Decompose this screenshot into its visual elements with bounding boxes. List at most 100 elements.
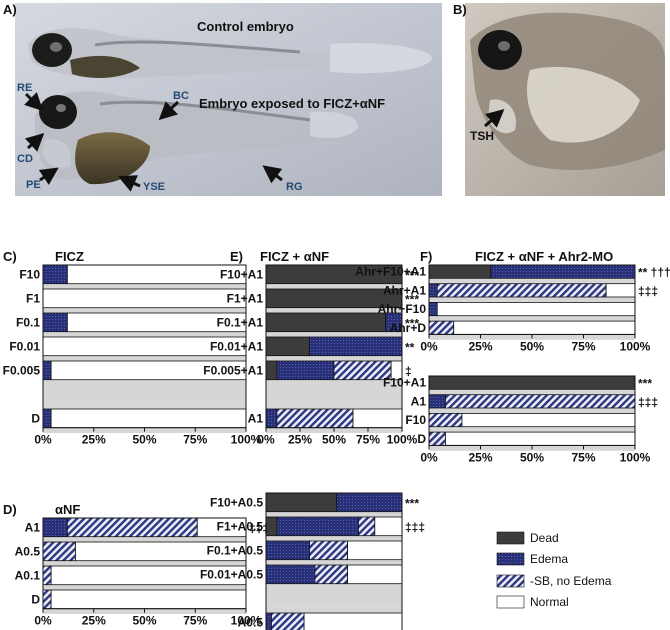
category-label: A1 [25,520,41,534]
chart-panel-label: D) [3,502,17,517]
row-gap [43,379,246,385]
x-tick-label: 100% [231,433,262,447]
category-label: F0.1+A1 [217,315,264,329]
bar-edema [276,516,359,537]
bar-normal [352,408,403,429]
photo-a-panel-label: A) [3,2,17,17]
arrow-pe [38,167,59,185]
control-embryo-image [28,28,432,79]
label-rg: RG [286,181,303,193]
bar-dead [265,312,387,333]
plot-frame [265,492,403,630]
legend: Dead Edema -SB, no Edema Normal [496,531,612,609]
category-label: F1 [26,291,40,305]
legend-label-sb: -SB, no Edema [530,574,612,588]
legend-swatch-sb [496,574,525,588]
chart-panel-label: E) [230,249,243,264]
x-tick-label: 75% [183,614,207,628]
label-pe: PE [26,179,41,191]
row-gap [429,297,635,303]
bar-edema [309,336,403,357]
bar-edema [265,612,272,630]
category-label: F0.1+A0.5 [207,543,264,557]
bar-sb-no-edema [428,412,463,428]
x-tick-label: 100% [620,450,651,464]
category-label: F10+A1 [220,267,263,281]
significance-annotation: ‡‡‡ [638,395,658,409]
control-embryo-caption: Control embryo [197,19,294,34]
significance-annotation: ‡‡‡ [638,284,658,298]
chart-title: FICZ + αNF + Ahr2-MO [475,249,613,264]
bar-edema [265,408,278,429]
bar-sb-no-edema [276,408,354,429]
x-tick-label: 50% [520,339,544,353]
legend-swatch-dead [496,531,525,545]
photo-b-panel-label: B) [453,2,467,17]
category-label: D [31,411,40,425]
significance-annotation: ‡ [405,364,412,378]
x-tick-label: 50% [322,433,346,447]
photo-panel-a [15,3,442,196]
charts-layer: F10 F1 F0.1 F0.01 F0.005 D 0% 25% 50% 75% 100% C) FI… [3,249,670,630]
category-label: F0.1 [16,315,40,329]
x-tick-label: 0% [34,614,52,628]
category-label: A1 [248,411,264,425]
bar-sb-no-edema [42,589,52,610]
x-tick-label: 0% [420,450,438,464]
bar-sb-no-edema [428,320,455,335]
label-bc: BC [173,90,189,102]
row-gap [266,559,402,565]
row-gap [43,403,246,409]
bar-edema [42,360,52,381]
row-gap [429,389,635,395]
bar-sb-no-edema [309,540,348,561]
x-tick-label: 50% [132,614,156,628]
significance-annotation: *** [405,268,419,282]
bar-sb-no-edema [428,431,446,446]
bar-normal [461,412,636,428]
arrow-rg [262,165,283,184]
bar-normal [42,288,247,309]
x-tick-label: 75% [183,433,207,447]
bar-sb-no-edema [358,516,376,537]
category-label: Ahr+D [390,321,427,335]
bar-dead [428,375,636,390]
category-label: A0.5 [238,615,264,629]
bar-normal [50,589,247,610]
category-label: F0.005 [3,363,41,377]
bar-normal [453,320,636,335]
bar-dead [265,336,310,357]
arrow-bc [158,100,180,121]
row-gap [43,307,246,313]
legend-label-dead: Dead [530,531,559,545]
row-gap [429,315,635,322]
row-gap [43,355,246,361]
row-gap [266,535,402,541]
x-tick-label: 100% [387,433,418,447]
chart-panel-label: F) [420,249,432,264]
significance-annotation: *** [405,292,419,306]
label-yse: YSE [143,181,165,193]
category-label: F10 [19,267,40,281]
chart-0: F10 F1 F0.1 F0.01 F0.005 D 0% 25% 50% 75% 100% C) FI… [3,249,262,447]
bar-edema [42,312,68,333]
significance-annotation: *** [405,496,419,510]
bar-sb-no-edema [66,517,198,538]
bar-edema [276,360,335,381]
bar-dead [265,492,338,513]
chart-3: F10+A0.5 ***F1+A0.5 ‡‡‡F0.1+A0.5F0.01+A0.5… [200,492,425,630]
row-gap [429,426,635,433]
x-tick-label: 50% [132,433,156,447]
bar-normal [303,612,403,630]
exposed-embryo-caption: Embryo exposed to FICZ+αNF [199,96,385,111]
category-label: F0.01+A1 [210,339,263,353]
bar-edema [428,283,438,298]
category-label: F0.01 [9,339,40,353]
significance-annotation: ** [405,340,415,354]
row-gap [266,379,402,385]
bar-normal [445,431,636,446]
bar-dead [265,360,278,381]
bar-edema [265,540,310,561]
x-tick-label: 25% [288,433,312,447]
